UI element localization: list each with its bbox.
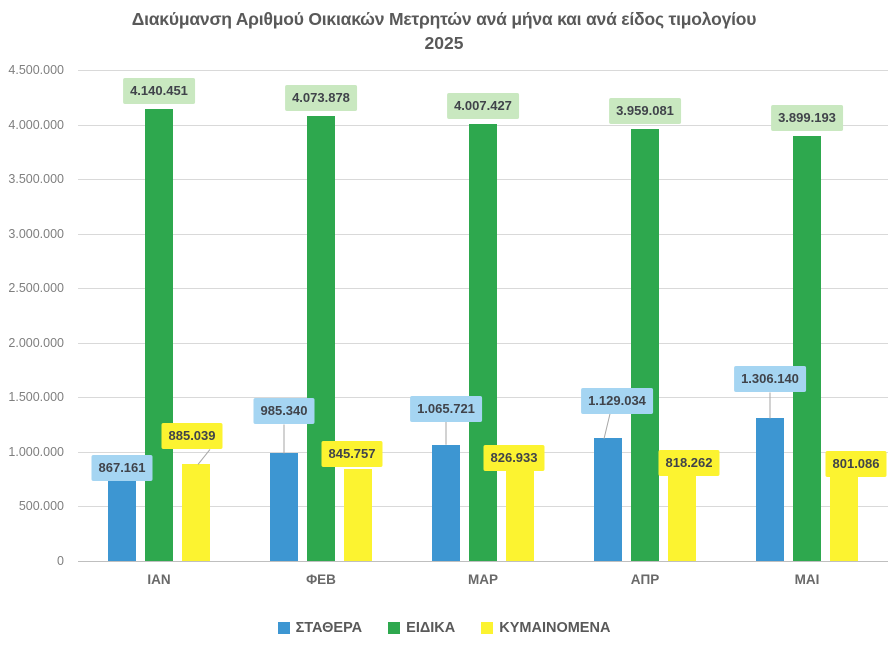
- data-label: 801.086: [825, 450, 887, 477]
- bar: [631, 129, 659, 561]
- bar: [469, 123, 497, 561]
- data-label: 818.262: [658, 449, 720, 476]
- y-tick-label: 1.000.000: [8, 444, 64, 459]
- x-tick-label: ΑΠΡ: [630, 572, 660, 587]
- bar: [108, 466, 136, 561]
- legend-label-eidika: ΕΙΔΙΚΑ: [406, 620, 456, 636]
- y-tick-label: 2.000.000: [8, 335, 64, 350]
- legend-swatch-kymainomena: [481, 622, 494, 634]
- data-label: 845.757: [321, 440, 383, 467]
- bar: [432, 444, 460, 561]
- legend-label-stathera: ΣΤΑΘΕΡΑ: [295, 620, 363, 636]
- data-label: 4.140.451: [123, 78, 195, 105]
- bar: [830, 473, 858, 561]
- bar: [182, 464, 210, 561]
- y-tick-label: 4.000.000: [8, 117, 64, 132]
- data-label: 1.129.034: [581, 387, 653, 414]
- chart-subtitle: 2025: [424, 33, 464, 53]
- data-label: 3.899.193: [771, 104, 843, 131]
- y-tick-label: 1.500.000: [8, 390, 64, 405]
- x-tick-label: ΜΑΡ: [468, 572, 498, 587]
- y-tick-label: 3.000.000: [8, 226, 64, 241]
- y-tick-label: 2.500.000: [8, 281, 64, 296]
- bar: [145, 109, 173, 561]
- x-tick-label: ΙΑΝ: [147, 572, 171, 587]
- legend-swatch-eidika: [388, 622, 401, 634]
- data-label: 4.007.427: [447, 92, 519, 119]
- x-tick-label: ΜΑΙ: [794, 572, 820, 587]
- x-tick-label: ΦΕΒ: [306, 572, 336, 587]
- data-label: 4.073.878: [285, 85, 357, 112]
- data-label: 985.340: [253, 398, 315, 425]
- data-label: 867.161: [91, 455, 153, 482]
- y-tick-label: 500.000: [18, 499, 64, 514]
- legend-item-eidika: ΕΙΔΙΚΑ: [388, 620, 455, 636]
- bar: [506, 470, 534, 561]
- legend-label-kymainomena: ΚΥΜΑΙΝΟΜΕΝΑ: [499, 620, 611, 636]
- y-tick-label: 0: [57, 554, 64, 568]
- x-axis-line: [78, 561, 888, 562]
- data-label: 885.039: [161, 423, 223, 450]
- y-tick-label: 3.500.000: [8, 172, 64, 187]
- bar: [307, 116, 335, 561]
- data-label: 1.306.140: [734, 366, 806, 393]
- bar: [668, 471, 696, 561]
- gridline: [78, 70, 888, 71]
- bar: [793, 135, 821, 561]
- data-label: 3.959.081: [609, 98, 681, 125]
- data-label: 826.933: [483, 444, 545, 471]
- chart-title: Διακύμανση Αριθμού Οικιακών Μετρητών ανά…: [131, 9, 757, 29]
- bar: [344, 468, 372, 561]
- bar: [594, 437, 622, 561]
- legend-swatch-stathera: [277, 622, 290, 634]
- bar: [756, 418, 784, 561]
- legend-item-stathera: ΣΤΑΘΕΡΑ: [277, 620, 363, 636]
- bar: [270, 453, 298, 561]
- y-tick-label: 4.500.000: [8, 63, 64, 77]
- legend-item-kymainomena: ΚΥΜΑΙΝΟΜΕΝΑ: [481, 620, 610, 636]
- legend: ΣΤΑΘΕΡΑ ΕΙΔΙΚΑ ΚΥΜΑΙΝΟΜΕΝΑ: [0, 620, 888, 636]
- data-label: 1.065.721: [410, 395, 482, 422]
